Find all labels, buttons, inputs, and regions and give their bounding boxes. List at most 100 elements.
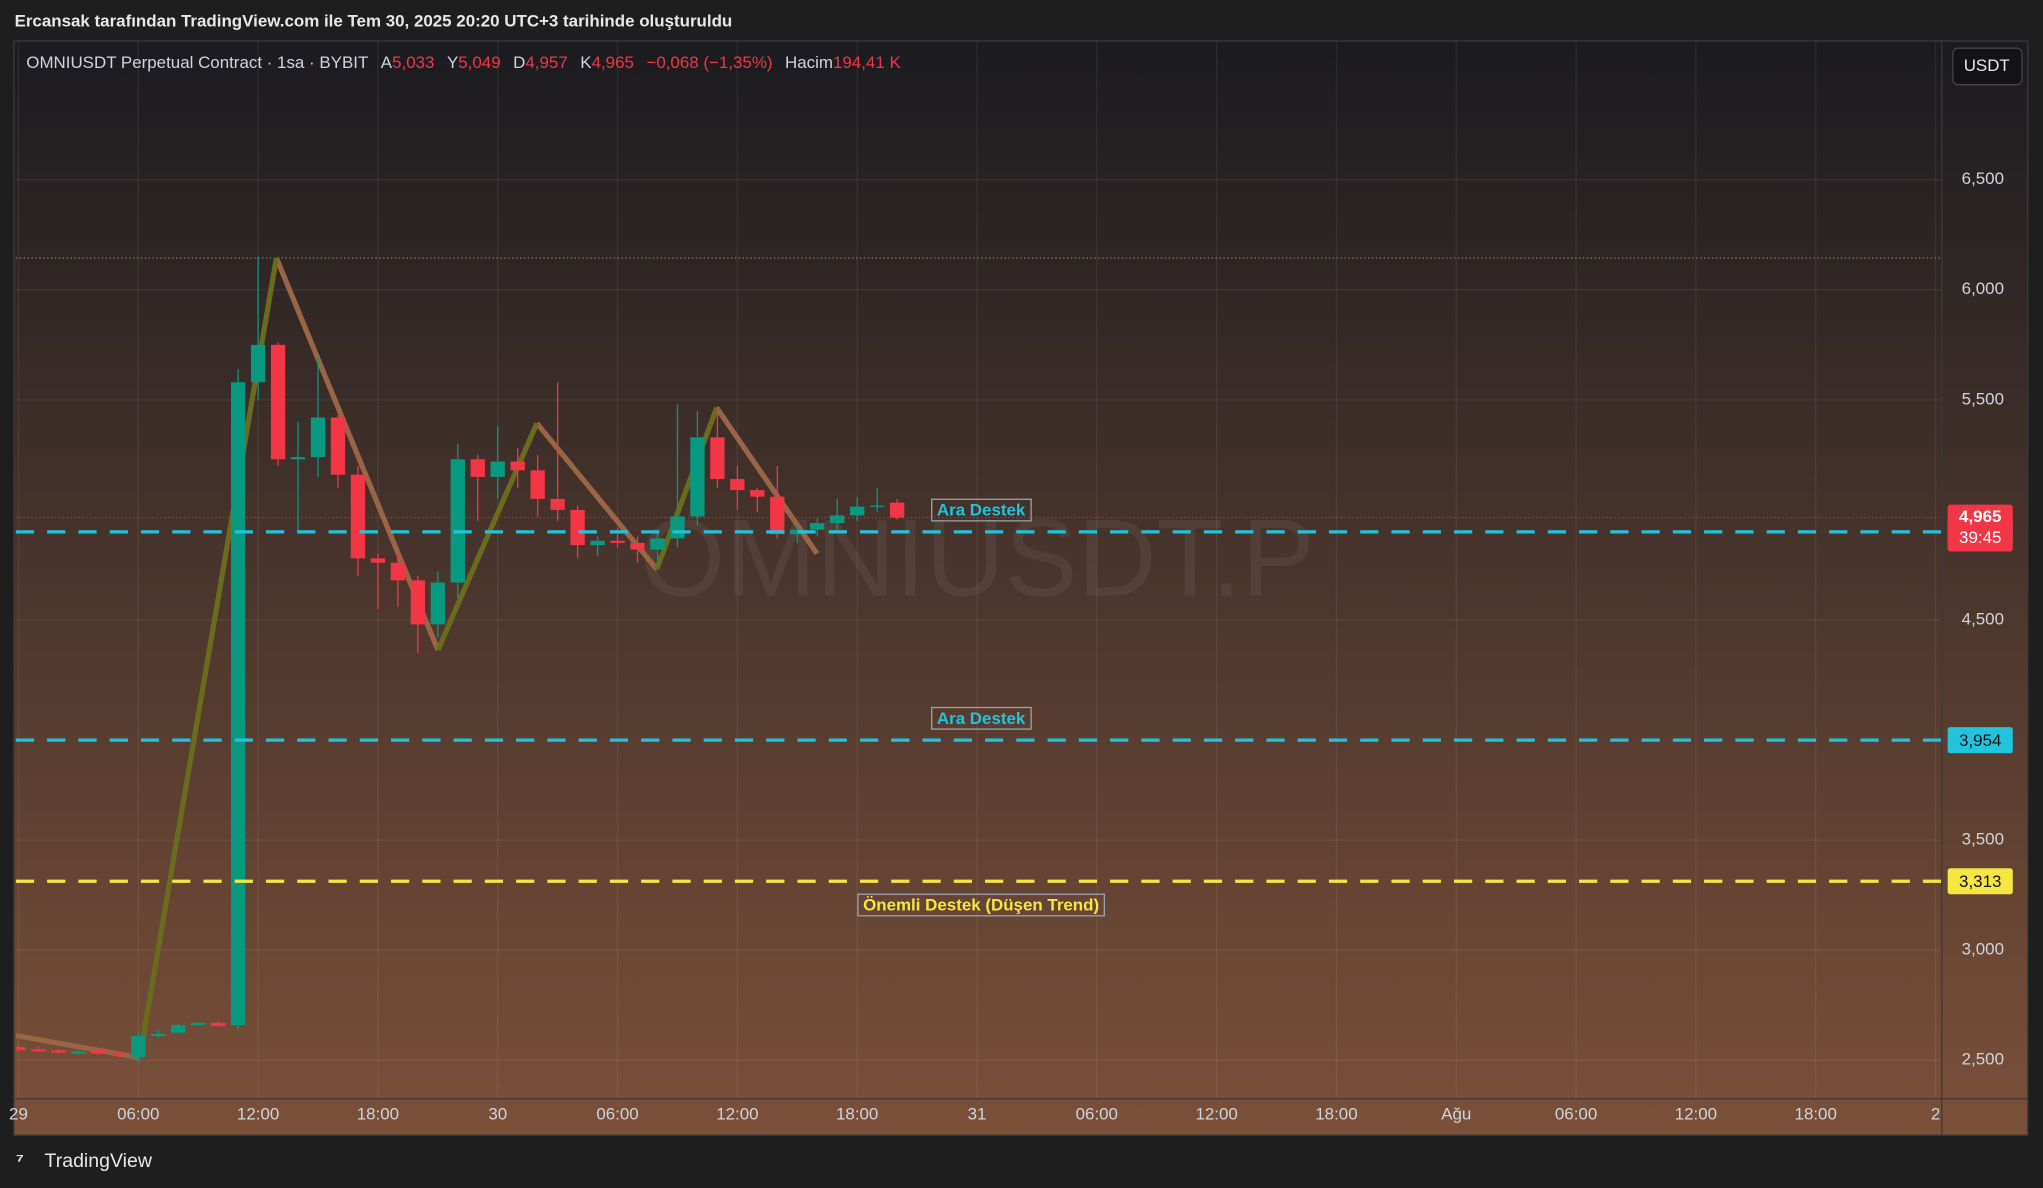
- candle-body: [51, 1050, 66, 1053]
- countdown: 39:45: [1959, 528, 2001, 547]
- candle-body: [650, 538, 665, 550]
- x-tick-label: 18:00: [357, 1105, 399, 1124]
- candle-body: [131, 1036, 146, 1057]
- y-tick-label: 6,500: [1962, 169, 2004, 188]
- chart-panel: [13, 40, 2029, 1136]
- zigzag-down: [714, 406, 820, 556]
- y-tick-label: 3,000: [1962, 940, 2004, 959]
- candle-body: [889, 502, 905, 518]
- candle-body: [830, 515, 845, 524]
- caption: Ercansak tarafından TradingView.com ile …: [15, 12, 733, 31]
- candle-body: [550, 498, 565, 510]
- candle-body: [330, 417, 346, 475]
- candle-body: [530, 470, 545, 499]
- x-tick-label: Ağu: [1441, 1105, 1471, 1124]
- candle-body: [610, 540, 625, 543]
- level-text-box: [931, 498, 1032, 522]
- level-text: Önemli Destek (Düşen Trend): [863, 896, 1099, 915]
- level-text-box: [857, 893, 1105, 917]
- candle-body: [31, 1049, 46, 1052]
- legend-key: D: [513, 53, 525, 72]
- candle-body: [71, 1051, 86, 1054]
- x-tick-label: 12:00: [716, 1105, 758, 1124]
- candle-body: [670, 516, 685, 539]
- x-tick-label: 06:00: [1555, 1105, 1597, 1124]
- candle-body: [790, 529, 805, 535]
- volume: 194,41 K: [833, 53, 901, 72]
- candle-body: [690, 437, 705, 517]
- currency[interactable]: USDT: [1964, 56, 2010, 75]
- x-tick-label: 06:00: [1076, 1105, 1118, 1124]
- candle-body: [370, 558, 386, 563]
- candle-body: [510, 461, 525, 471]
- x-tick-label: 18:00: [1315, 1105, 1357, 1124]
- x-tick-label: 12:00: [1195, 1105, 1237, 1124]
- change: −0,068 (−1,35%): [646, 53, 772, 72]
- candle-body: [410, 580, 426, 625]
- legend-key: K: [580, 53, 592, 72]
- candle-body: [290, 457, 306, 460]
- price-tag: [1947, 727, 2013, 754]
- y-tick-label: 5,500: [1962, 389, 2004, 408]
- candle-body: [390, 562, 406, 581]
- x-tick-label: 30: [488, 1105, 507, 1124]
- logo: ⁷: [16, 1150, 24, 1172]
- candle-body: [470, 459, 485, 477]
- candle-body: [869, 505, 885, 507]
- candle-body: [211, 1022, 226, 1027]
- last-price-tag: [1947, 504, 2013, 552]
- zigzag-up: [654, 406, 720, 571]
- candle-body: [350, 474, 366, 559]
- legend: OMNIUSDT Perpetual Contract · 1sa · BYBI…: [26, 53, 901, 72]
- currency-button[interactable]: [1952, 47, 2023, 86]
- candle-body: [630, 542, 645, 550]
- candle-body: [710, 437, 725, 480]
- x-tick-label: 06:00: [596, 1105, 638, 1124]
- x-tick-label: 29: [9, 1105, 28, 1124]
- zigzag-up: [137, 257, 279, 1059]
- price-tag-label: 3,313: [1959, 872, 2001, 891]
- candle-body: [570, 509, 585, 546]
- price-tag-label: 3,954: [1959, 731, 2001, 750]
- legend-value: 4,957: [525, 53, 567, 72]
- candle-body: [770, 496, 785, 535]
- y-tick-label: 3,500: [1962, 830, 2004, 849]
- candle-body: [430, 582, 445, 625]
- candle-body: [750, 490, 765, 497]
- candle-body: [191, 1022, 206, 1026]
- candle-body: [450, 459, 465, 583]
- level-text: Ara Destek: [937, 501, 1026, 520]
- level-text: Ara Destek: [937, 709, 1026, 728]
- x-tick-label: 12:00: [1675, 1105, 1717, 1124]
- candle-body: [810, 523, 825, 530]
- brand: TradingView: [45, 1150, 153, 1172]
- y-tick-label: 4,500: [1962, 609, 2004, 628]
- last-price-label: 4,965: [1959, 507, 2001, 526]
- y-tick-label: 6,000: [1962, 279, 2004, 298]
- candle-body: [111, 1053, 126, 1056]
- x-tick-label: 2: [1931, 1105, 1940, 1124]
- candle-body: [91, 1050, 106, 1054]
- price-tag: [1947, 868, 2013, 895]
- candle-body: [250, 344, 266, 383]
- candles: [15, 256, 905, 1063]
- candle-body: [310, 417, 326, 458]
- x-tick-label: 18:00: [836, 1105, 878, 1124]
- x-tick-label: 12:00: [237, 1105, 279, 1124]
- level-text-box: [931, 706, 1032, 730]
- candle-body: [590, 540, 605, 546]
- candle-body: [230, 382, 246, 1026]
- legend-value: 4,965: [592, 53, 634, 72]
- x-tick-label: 18:00: [1795, 1105, 1837, 1124]
- candle-body: [270, 344, 286, 460]
- volume-key: Hacim: [785, 53, 833, 72]
- candle-body: [15, 1047, 26, 1051]
- candle-body: [151, 1033, 166, 1037]
- x-tick-label: 06:00: [117, 1105, 159, 1124]
- legend-key: Y: [447, 53, 458, 72]
- legend-value: 5,049: [458, 53, 500, 72]
- symbol: OMNIUSDT Perpetual Contract · 1sa · BYBI…: [26, 53, 368, 72]
